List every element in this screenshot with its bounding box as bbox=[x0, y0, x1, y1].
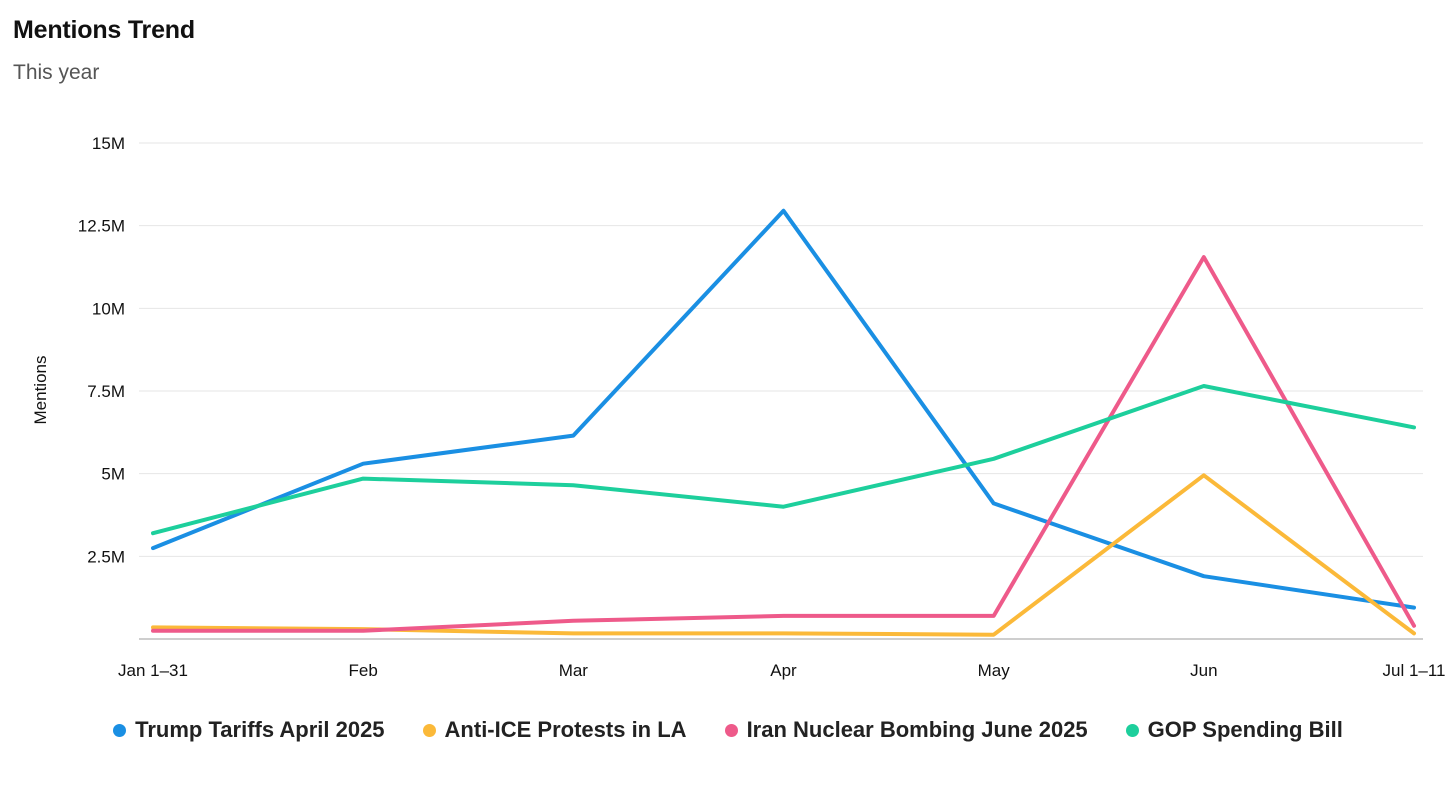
legend-item-1[interactable]: Trump Tariffs April 2025 bbox=[113, 717, 385, 743]
series-line-2[interactable] bbox=[151, 473, 1416, 637]
y-tick-label: 15M bbox=[92, 134, 125, 153]
x-tick-label: Jan 1–31 bbox=[118, 661, 188, 680]
legend-dot-icon bbox=[422, 723, 436, 737]
grid-lines bbox=[139, 142, 1423, 557]
series-line-4[interactable] bbox=[151, 384, 1416, 536]
legend-label: Iran Nuclear Bombing June 2025 bbox=[746, 717, 1088, 742]
legend-dot-icon bbox=[113, 723, 127, 737]
y-tick-label: 5M bbox=[101, 465, 125, 484]
legend: Trump Tariffs April 2025 Anti-ICE Protest… bbox=[0, 717, 1456, 743]
x-tick-label: Jul 1–11 bbox=[1382, 661, 1445, 680]
y-axis-title: Mentions bbox=[31, 356, 50, 425]
legend-item-4[interactable]: GOP Spending Bill bbox=[1125, 717, 1343, 743]
x-tick-label: Jun bbox=[1190, 661, 1217, 680]
y-tick-label: 12.5M bbox=[78, 217, 125, 236]
legend-label: Trump Tariffs April 2025 bbox=[135, 717, 385, 742]
series-line-3[interactable] bbox=[151, 255, 1416, 633]
x-tick-label: Feb bbox=[349, 661, 378, 680]
x-tick-label: Mar bbox=[559, 661, 589, 680]
legend-item-3[interactable]: Iran Nuclear Bombing June 2025 bbox=[724, 717, 1088, 743]
series-lines bbox=[151, 208, 1416, 637]
series-line-1[interactable] bbox=[151, 208, 1416, 610]
x-tick-label: Apr bbox=[770, 661, 797, 680]
x-tick-label: May bbox=[978, 661, 1011, 680]
legend-label: Anti-ICE Protests in LA bbox=[444, 717, 687, 742]
legend-dot-icon bbox=[724, 723, 738, 737]
legend-label: GOP Spending Bill bbox=[1147, 717, 1343, 742]
y-tick-label: 10M bbox=[92, 299, 125, 318]
y-tick-label: 2.5M bbox=[87, 547, 125, 566]
legend-dot-icon bbox=[1125, 723, 1139, 737]
axes: 2.5M 5M 7.5M 10M 12.5M 15M Jan 1–31 Feb Mar Apr Ma… bbox=[78, 134, 1446, 680]
y-tick-label: 7.5M bbox=[87, 382, 125, 401]
chart-subtitle: This year bbox=[13, 61, 100, 84]
legend-item-2[interactable]: Anti-ICE Protests in LA bbox=[422, 717, 687, 743]
chart-title: Mentions Trend bbox=[13, 16, 195, 44]
